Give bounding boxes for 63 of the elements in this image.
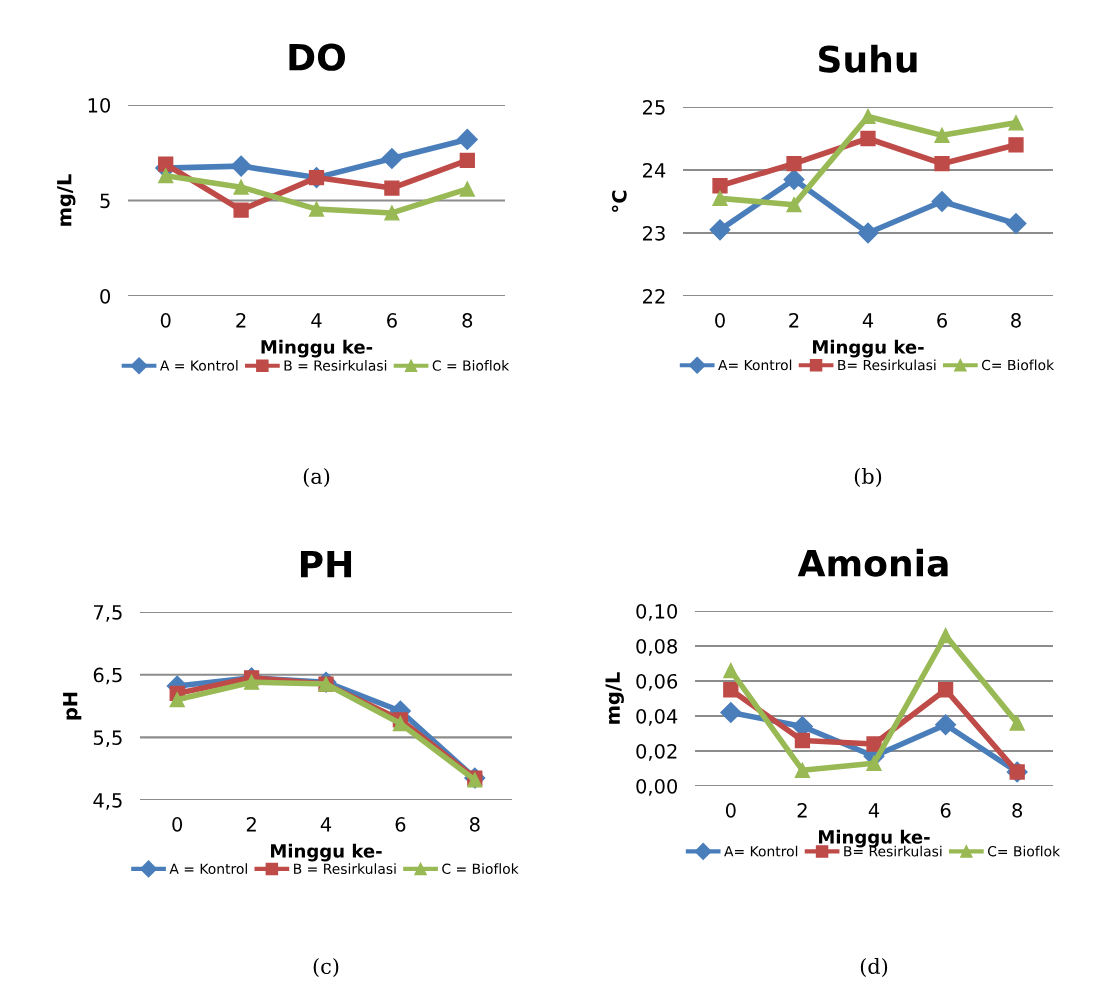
legend-label: A= Kontrol: [724, 845, 798, 857]
legend-label: B= Resirkulasi: [838, 359, 936, 371]
x-tick-label: 0: [172, 817, 183, 832]
x-tick-label: 0: [160, 313, 171, 328]
y-tick-label: 5,5: [93, 730, 122, 747]
x-tick-label: 2: [246, 817, 256, 832]
chart-title: Suhu: [819, 44, 917, 73]
x-tick-label: 4: [862, 313, 874, 328]
legend-label: A = Kontrol: [159, 360, 238, 371]
y-tick-label: 5: [100, 193, 110, 209]
x-axis-title: Minggu ke-: [261, 339, 373, 358]
y-tick-label: 0,04: [636, 708, 678, 726]
y-tick-label: 0,06: [636, 673, 678, 691]
x-tick-label: 4: [320, 817, 332, 832]
x-axis-title: Minggu ke-: [813, 339, 924, 358]
legend-label: C= Bioflok: [981, 359, 1055, 371]
y-axis-title: mg/L: [57, 174, 76, 226]
x-tick-label: 6: [387, 313, 397, 328]
x-tick-label: 6: [940, 803, 951, 818]
text: (a): [303, 467, 330, 487]
chart-title: Amonia: [797, 548, 948, 577]
y-tick-label: 25: [643, 99, 665, 115]
legend-label: B = Resirkulasi: [284, 360, 387, 371]
y-axis-title: °C: [611, 190, 627, 212]
x-tick-label: 6: [395, 817, 406, 832]
y-tick-label: 0: [100, 288, 111, 304]
x-tick-label: 0: [715, 313, 725, 328]
legend-label: C = Bioflok: [432, 360, 510, 371]
y-tick-label: 24: [643, 162, 666, 178]
x-tick-label: 8: [1012, 803, 1023, 818]
legend-label: C = Bioflok: [442, 863, 519, 875]
y-tick-label: 0,02: [636, 743, 677, 761]
text: (d): [860, 957, 888, 977]
legend-label: A= Kontrol: [718, 359, 792, 371]
y-tick-label: 6,5: [93, 667, 122, 685]
x-tick-label: 8: [469, 817, 480, 832]
legend-label: A = Kontrol: [169, 863, 247, 875]
x-tick-label: 2: [797, 803, 807, 818]
legend-label: B = Resirkulasi: [294, 863, 396, 875]
y-tick-label: 7,5: [94, 605, 122, 622]
x-tick-label: 4: [311, 313, 322, 328]
text: (c): [313, 957, 339, 977]
x-tick-label: 0: [725, 803, 736, 818]
x-tick-label: 2: [789, 313, 799, 328]
x-axis-title: Minggu ke-: [271, 843, 382, 862]
y-tick-label: 0,00: [636, 778, 678, 796]
x-tick-label: 6: [937, 313, 947, 328]
chart-title: DO: [289, 43, 346, 71]
y-tick-label: 4,5: [93, 793, 122, 810]
y-tick-label: 0,08: [636, 638, 677, 656]
x-tick-label: 2: [236, 313, 246, 328]
y-tick-label: 23: [643, 225, 665, 241]
y-axis-title: mg/L: [605, 672, 624, 724]
chart-title: PH: [300, 550, 352, 578]
text: (b): [854, 467, 882, 487]
x-tick-label: 8: [1011, 313, 1021, 328]
y-tick-label: 0,10: [636, 603, 678, 621]
y-axis-title: pH: [63, 692, 82, 720]
x-tick-label: 8: [462, 313, 473, 328]
y-tick-label: 22: [643, 288, 665, 304]
legend-label: C= Bioflok: [987, 845, 1061, 857]
x-tick-label: 4: [868, 803, 880, 818]
y-tick-label: 10: [88, 97, 111, 113]
